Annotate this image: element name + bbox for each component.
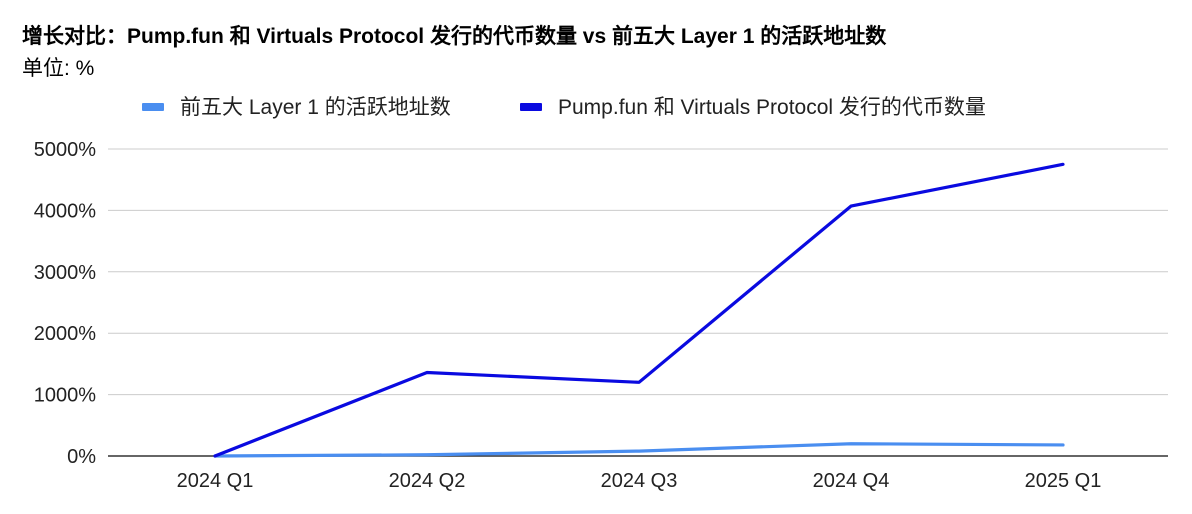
y-tick-label: 3000% <box>34 262 96 284</box>
y-tick-label: 5000% <box>34 139 96 161</box>
chart-legend: 前五大 Layer 1 的活跃地址数 Pump.fun 和 Virtuals Pr… <box>142 96 986 119</box>
y-tick-label: 0% <box>67 446 96 468</box>
series-line-2 <box>213 162 1065 458</box>
legend-swatch-2 <box>520 103 542 111</box>
x-tick-label: 2024 Q2 <box>389 470 466 492</box>
legend-label-2: Pump.fun 和 Virtuals Protocol 发行的代币数量 <box>558 96 986 119</box>
x-axis-ticks: 2024 Q1 2024 Q2 2024 Q3 2024 Q4 2025 Q1 <box>177 470 1102 492</box>
y-axis-ticks: 0% 1000% 2000% 3000% 4000% 5000% <box>34 139 96 468</box>
legend-swatch-1 <box>142 103 164 111</box>
chart-title: 增长对比：Pump.fun 和 Virtuals Protocol 发行的代币数… <box>22 25 887 48</box>
y-tick-label: 1000% <box>34 385 96 407</box>
series-line-1 <box>213 442 1065 458</box>
series-lines <box>213 162 1065 458</box>
x-tick-label: 2024 Q1 <box>177 470 254 492</box>
gridlines <box>108 148 1168 457</box>
x-tick-label: 2024 Q4 <box>813 470 890 492</box>
y-tick-label: 4000% <box>34 200 96 222</box>
y-tick-label: 2000% <box>34 323 96 345</box>
x-tick-label: 2025 Q1 <box>1025 470 1102 492</box>
x-tick-label: 2024 Q3 <box>601 470 678 492</box>
legend-label-1: 前五大 Layer 1 的活跃地址数 <box>180 96 451 119</box>
chart-subtitle: 单位: % <box>22 57 95 80</box>
